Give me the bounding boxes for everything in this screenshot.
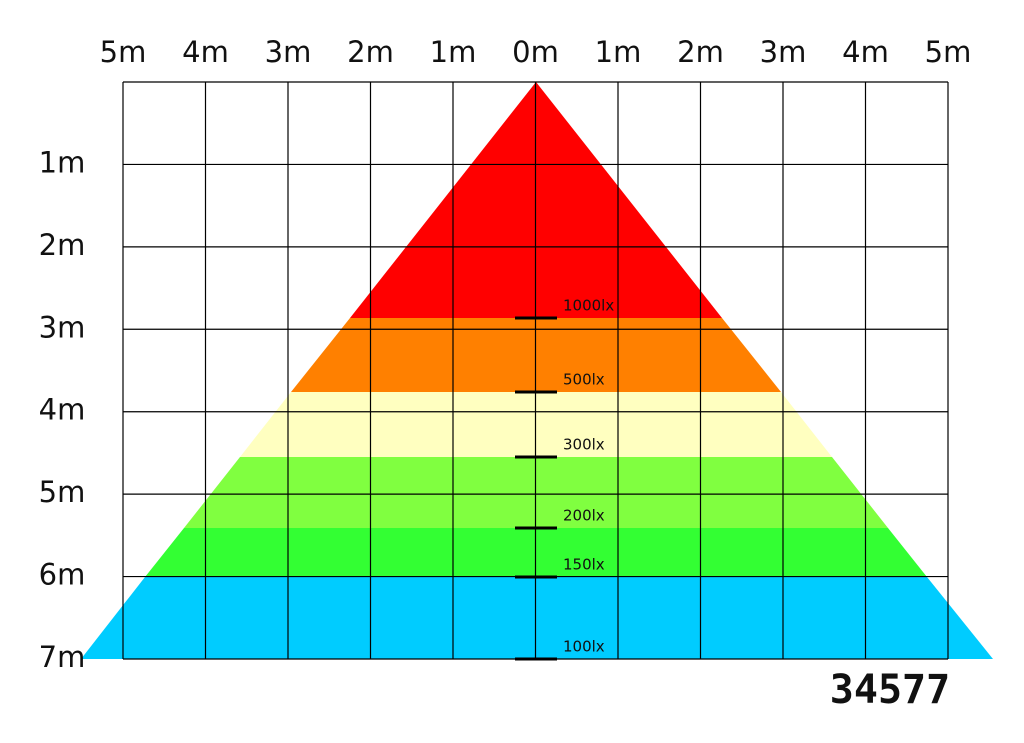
band-100 xyxy=(81,577,993,659)
lux-label: 500lx xyxy=(563,371,605,389)
side-label: 2m xyxy=(39,228,86,262)
top-label: 3m xyxy=(760,35,807,69)
top-label: 1m xyxy=(430,35,477,69)
side-label: 4m xyxy=(39,393,86,427)
lux-label: 150lx xyxy=(563,556,605,574)
product-code: 34577 xyxy=(830,667,950,713)
top-label: 2m xyxy=(347,35,394,69)
top-label: 5m xyxy=(100,35,147,69)
light-cone xyxy=(81,82,993,659)
side-label: 6m xyxy=(39,558,86,592)
top-label: 4m xyxy=(842,35,889,69)
side-label: 3m xyxy=(39,310,86,344)
top-label: 1m xyxy=(595,35,642,69)
lux-label: 100lx xyxy=(563,638,605,656)
lux-label: 200lx xyxy=(563,507,605,525)
top-label: 5m xyxy=(925,35,972,69)
lux-label: 300lx xyxy=(563,436,605,454)
labels: 5m 4m 3m 2m 1m 0m 1m 2m 3m 4m 5m 1m 2m 3m 4m 5m 6m 7m 1000… xyxy=(39,35,972,674)
top-label: 3m xyxy=(265,35,312,69)
top-label: 0m xyxy=(512,35,559,69)
grid xyxy=(122,81,949,660)
top-label: 4m xyxy=(182,35,229,69)
side-label: 1m xyxy=(39,145,86,179)
side-label: 5m xyxy=(39,475,86,509)
top-label: 2m xyxy=(677,35,724,69)
side-label: 7m xyxy=(39,640,86,674)
lux-label: 1000lx xyxy=(563,297,614,315)
